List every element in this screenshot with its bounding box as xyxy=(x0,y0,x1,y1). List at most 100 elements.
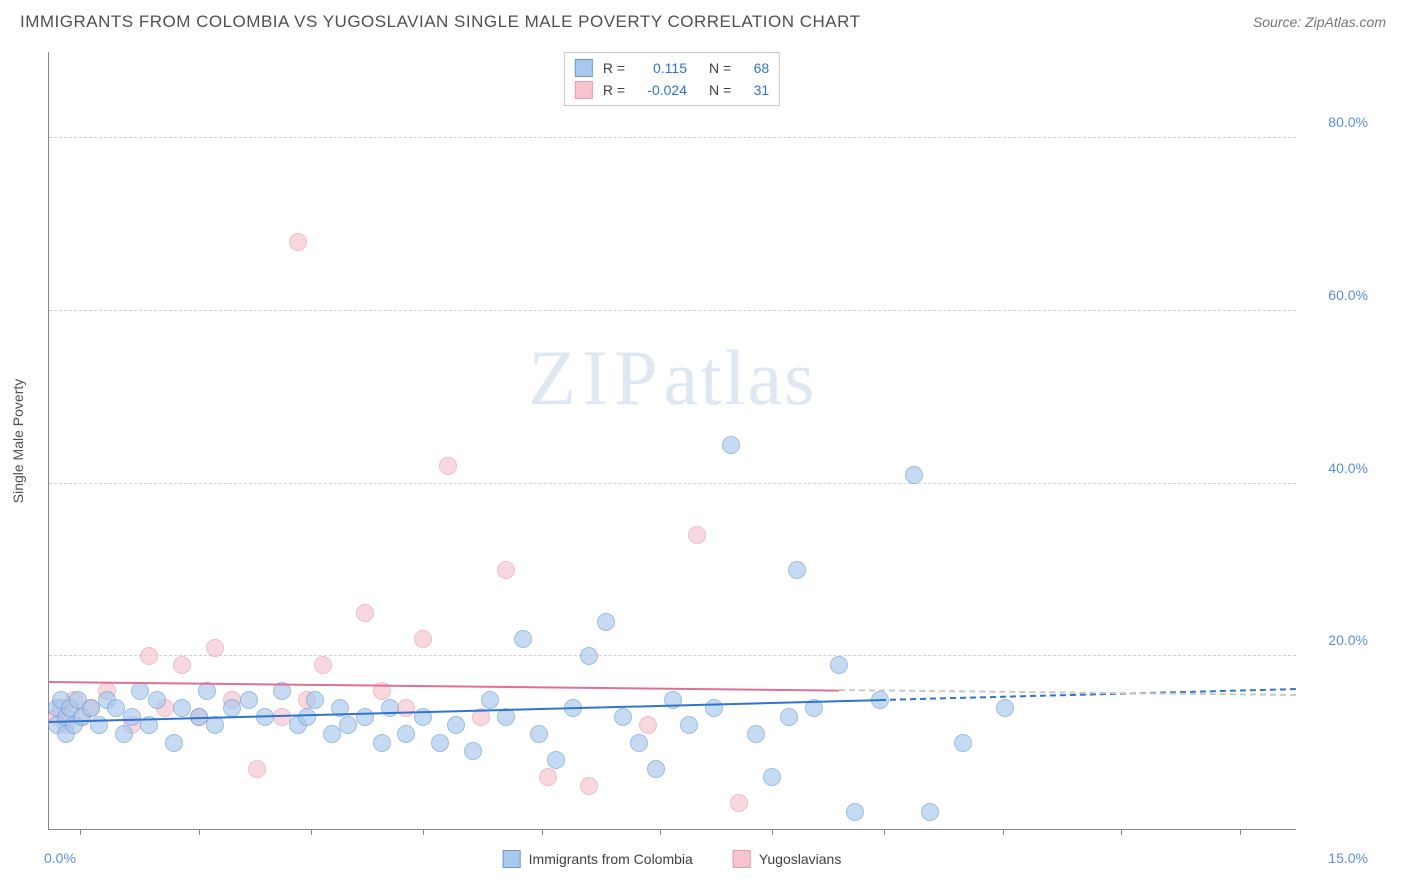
x-tick xyxy=(884,829,885,835)
x-tick xyxy=(542,829,543,835)
scatter-point-yugoslavia xyxy=(539,768,557,786)
x-tick xyxy=(311,829,312,835)
scatter-point-colombia xyxy=(148,691,166,709)
r-label: R = xyxy=(603,60,625,76)
source-attribution: Source: ZipAtlas.com xyxy=(1253,14,1386,30)
scatter-point-colombia xyxy=(846,803,864,821)
scatter-point-colombia xyxy=(630,734,648,752)
scatter-point-colombia xyxy=(780,708,798,726)
scatter-point-yugoslavia xyxy=(414,630,432,648)
scatter-point-colombia xyxy=(763,768,781,786)
scatter-point-colombia xyxy=(996,699,1014,717)
scatter-point-colombia xyxy=(356,708,374,726)
x-tick xyxy=(199,829,200,835)
x-tick xyxy=(1003,829,1004,835)
correlation-legend-row: R = -0.024 N = 31 xyxy=(575,79,769,101)
legend-label-yugoslavia: Yugoslavians xyxy=(759,851,842,867)
scatter-point-colombia xyxy=(830,656,848,674)
scatter-point-yugoslavia xyxy=(289,233,307,251)
scatter-point-colombia xyxy=(722,436,740,454)
scatter-point-colombia xyxy=(597,613,615,631)
scatter-point-yugoslavia xyxy=(314,656,332,674)
scatter-point-colombia xyxy=(530,725,548,743)
x-tick xyxy=(423,829,424,835)
y-tick-label: 60.0% xyxy=(1328,287,1368,303)
scatter-point-colombia xyxy=(921,803,939,821)
scatter-point-colombia xyxy=(298,708,316,726)
scatter-point-colombia xyxy=(240,691,258,709)
series-legend: Immigrants from Colombia Yugoslavians xyxy=(503,850,842,868)
scatter-point-yugoslavia xyxy=(639,716,657,734)
legend-swatch xyxy=(575,81,593,99)
correlation-legend: R = 0.115 N = 68 R = -0.024 N = 31 xyxy=(564,52,780,106)
scatter-point-colombia xyxy=(447,716,465,734)
scatter-point-colombia xyxy=(905,466,923,484)
scatter-point-yugoslavia xyxy=(580,777,598,795)
x-tick xyxy=(1240,829,1241,835)
x-tick xyxy=(660,829,661,835)
legend-item-yugoslavia: Yugoslavians xyxy=(733,850,842,868)
scatter-point-yugoslavia xyxy=(248,760,266,778)
scatter-point-colombia xyxy=(788,561,806,579)
scatter-point-colombia xyxy=(206,716,224,734)
trend-line-yugoslavia xyxy=(49,681,839,692)
scatter-point-colombia xyxy=(373,734,391,752)
scatter-point-colombia xyxy=(115,725,133,743)
y-tick-label: 80.0% xyxy=(1328,114,1368,130)
scatter-point-colombia xyxy=(339,716,357,734)
legend-item-colombia: Immigrants from Colombia xyxy=(503,850,693,868)
scatter-point-colombia xyxy=(481,691,499,709)
n-value: 68 xyxy=(741,60,769,76)
scatter-point-yugoslavia xyxy=(688,526,706,544)
r-label: R = xyxy=(603,82,625,98)
gridline xyxy=(49,310,1296,311)
scatter-point-colombia xyxy=(165,734,183,752)
scatter-point-yugoslavia xyxy=(173,656,191,674)
scatter-point-colombia xyxy=(431,734,449,752)
scatter-point-colombia xyxy=(123,708,141,726)
y-tick-label: 40.0% xyxy=(1328,460,1368,476)
scatter-point-colombia xyxy=(547,751,565,769)
y-axis-title: Single Male Poverty xyxy=(10,379,26,504)
scatter-point-colombia xyxy=(705,699,723,717)
r-value: 0.115 xyxy=(635,60,687,76)
r-value: -0.024 xyxy=(635,82,687,98)
legend-swatch xyxy=(575,59,593,77)
n-label: N = xyxy=(709,60,731,76)
legend-swatch-colombia xyxy=(503,850,521,868)
scatter-point-colombia xyxy=(173,699,191,717)
gridline xyxy=(49,655,1296,656)
gridline xyxy=(49,137,1296,138)
scatter-point-colombia xyxy=(381,699,399,717)
scatter-point-colombia xyxy=(747,725,765,743)
scatter-point-colombia xyxy=(647,760,665,778)
scatter-point-yugoslavia xyxy=(356,604,374,622)
legend-swatch-yugoslavia xyxy=(733,850,751,868)
scatter-point-colombia xyxy=(514,630,532,648)
scatter-point-yugoslavia xyxy=(140,647,158,665)
correlation-legend-row: R = 0.115 N = 68 xyxy=(575,57,769,79)
x-axis-min-label: 0.0% xyxy=(44,850,76,866)
legend-label-colombia: Immigrants from Colombia xyxy=(529,851,693,867)
scatter-point-yugoslavia xyxy=(730,794,748,812)
gridline xyxy=(49,483,1296,484)
scatter-point-colombia xyxy=(954,734,972,752)
n-label: N = xyxy=(709,82,731,98)
chart-container: ZIPatlas 20.0%40.0%60.0%80.0% Single Mal… xyxy=(48,52,1296,830)
scatter-point-colombia xyxy=(580,647,598,665)
scatter-point-colombia xyxy=(397,725,415,743)
scatter-point-colombia xyxy=(680,716,698,734)
y-tick-label: 20.0% xyxy=(1328,632,1368,648)
scatter-point-yugoslavia xyxy=(397,699,415,717)
n-value: 31 xyxy=(741,82,769,98)
scatter-point-yugoslavia xyxy=(439,457,457,475)
scatter-point-colombia xyxy=(131,682,149,700)
x-tick xyxy=(80,829,81,835)
scatter-point-colombia xyxy=(223,699,241,717)
scatter-point-colombia xyxy=(614,708,632,726)
scatter-point-colombia xyxy=(82,699,100,717)
x-tick xyxy=(1121,829,1122,835)
plot-area: ZIPatlas 20.0%40.0%60.0%80.0% xyxy=(48,52,1296,830)
x-tick xyxy=(772,829,773,835)
scatter-point-colombia xyxy=(323,725,341,743)
